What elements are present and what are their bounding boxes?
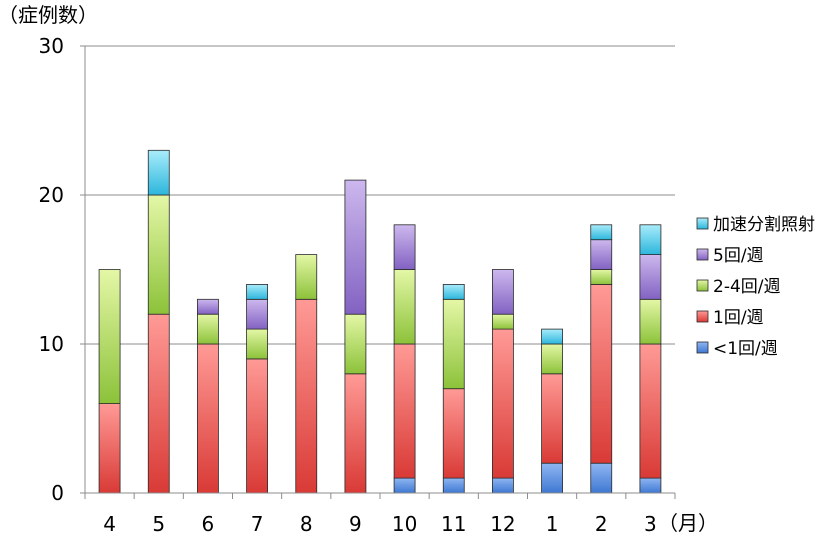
legend-swatch-1 [696, 310, 709, 323]
bar-segment-5-s1 [147, 313, 170, 494]
legend-label-4: 加速分割照射 [713, 215, 815, 235]
bar-segment-7-s2 [246, 328, 268, 360]
bar-segment-3-s4 [639, 224, 662, 256]
bar-segment-2-s4 [590, 224, 613, 241]
x-tick-label-4: 4 [103, 512, 116, 536]
bar-segment-2-s2 [590, 269, 613, 285]
bar-segment-3-s1 [639, 343, 662, 479]
bar-segment-7-s3 [246, 298, 268, 330]
legend-swatch-4 [696, 217, 709, 230]
bar-segment-6-s2 [197, 313, 219, 345]
bar-segment-10-s2 [393, 269, 416, 345]
y-tick-label-10: 10 [39, 332, 64, 356]
bar-segment-2-s0 [590, 462, 613, 494]
x-tick-label-11: 11 [441, 512, 466, 536]
legend-swatch-0 [696, 341, 709, 354]
bar-segment-10-s0 [393, 477, 416, 494]
bar-segment-10-s3 [393, 224, 416, 270]
gridlines [85, 45, 675, 345]
y-tick-label-30: 30 [39, 34, 64, 58]
legend-label-2: 2-4回/週 [713, 277, 781, 297]
y-tick-label-20: 20 [39, 183, 64, 207]
legend-label-3: 5回/週 [713, 246, 764, 266]
x-axis-unit-label: （月） [658, 511, 718, 535]
bar-segment-9-s1 [344, 373, 367, 494]
bar-segment-11-s0 [442, 477, 465, 494]
bar-segment-12-s1 [492, 328, 514, 479]
y-tick-labels: 0 10 20 30 [39, 34, 64, 505]
x-tick-label-6: 6 [202, 512, 215, 536]
bar-segment-4-s1 [98, 403, 121, 494]
bar-segment-5-s4 [147, 149, 170, 196]
x-tick-label-8: 8 [300, 512, 313, 536]
x-tick-label-2: 2 [595, 512, 608, 536]
axes [80, 45, 676, 499]
y-axis-unit-label: （症例数） [0, 3, 98, 27]
x-tick-label-5: 5 [152, 512, 165, 536]
bar-segment-3-s2 [639, 298, 662, 345]
x-tick-label-3: 3 [644, 512, 657, 536]
bar-segment-2-s3 [590, 239, 613, 270]
x-tick-label-9: 9 [349, 512, 362, 536]
bar-segment-2-s1 [590, 283, 613, 464]
bar-segment-6-s3 [197, 298, 219, 315]
legend-label-1: 1回/週 [713, 308, 764, 328]
bar-segment-5-s2 [147, 194, 170, 315]
bar-segment-12-s0 [492, 477, 514, 494]
bar-segment-8-s1 [295, 298, 318, 494]
bar-segment-3-s0 [639, 477, 662, 494]
bar-segment-4-s2 [98, 269, 121, 405]
bar-segment-12-s3 [492, 269, 514, 315]
bar-segment-8-s2 [295, 254, 318, 300]
bar-segment-7-s1 [246, 358, 268, 494]
bar-segment-10-s1 [393, 343, 416, 479]
bar-segment-11-s1 [442, 388, 465, 479]
bar-segment-11-s2 [442, 298, 465, 390]
bar-segment-1-s0 [541, 462, 563, 494]
bar-segment-1-s4 [541, 328, 563, 345]
bar-segment-1-s2 [541, 343, 563, 375]
bar-segment-6-s1 [197, 343, 219, 494]
bar-segment-3-s3 [639, 254, 662, 300]
bar-segment-9-s2 [344, 313, 367, 375]
x-tick-label-7: 7 [251, 512, 264, 536]
legend-swatch-2 [696, 279, 709, 292]
legend: 加速分割照射 5回/週 2-4回/週 1回/週 <1回/週 [696, 215, 815, 359]
bar-segment-11-s4 [442, 283, 465, 300]
legend-label-0: <1回/週 [713, 339, 778, 359]
y-tick-label-0: 0 [51, 481, 64, 505]
bar-segment-9-s3 [344, 179, 367, 315]
legend-swatch-3 [696, 248, 709, 261]
x-tick-label-12: 12 [490, 512, 515, 536]
x-tick-label-1: 1 [546, 512, 559, 536]
bar-segment-12-s2 [492, 313, 514, 330]
bar-segment-7-s4 [246, 283, 268, 300]
bar-segment-1-s1 [541, 373, 563, 464]
x-tick-labels: 4 5 6 7 8 9 10 11 12 1 2 3 [103, 512, 657, 536]
bars-group [98, 149, 662, 494]
x-tick-label-10: 10 [392, 512, 417, 536]
